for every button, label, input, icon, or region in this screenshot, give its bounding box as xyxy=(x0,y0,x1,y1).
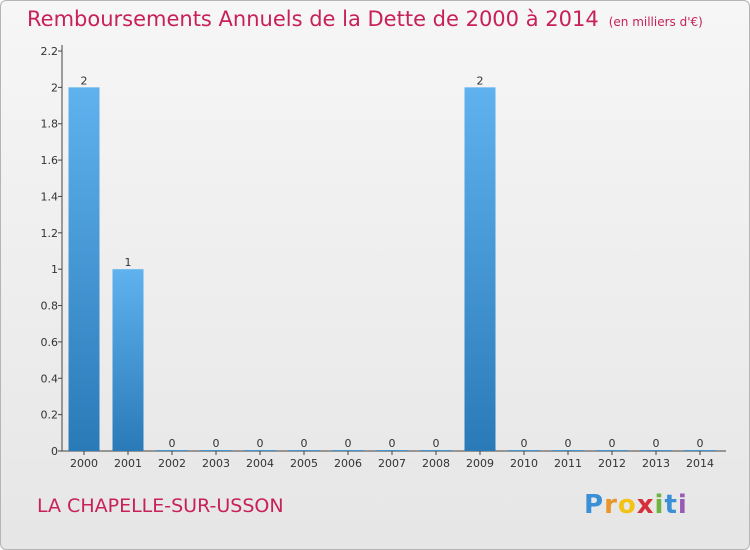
x-tick-label: 2004 xyxy=(246,457,274,470)
logo-letter: P xyxy=(584,490,605,520)
logo-letter: o xyxy=(617,490,637,520)
bar-2006 xyxy=(332,450,364,451)
y-tick-label: 1.4 xyxy=(41,190,59,203)
logo-letter: x xyxy=(636,490,655,520)
x-tick-label: 2012 xyxy=(598,457,626,470)
data-label-2004: 0 xyxy=(257,437,264,450)
data-label-2007: 0 xyxy=(389,437,396,450)
y-tick-label: 0.4 xyxy=(41,372,59,385)
data-label-2003: 0 xyxy=(213,437,220,450)
proxiti-logo: Proxiti xyxy=(584,490,688,520)
data-label-2011: 0 xyxy=(565,437,572,450)
x-tick-label: 2001 xyxy=(114,457,142,470)
y-tick-label: 0.8 xyxy=(41,300,59,313)
bar-2013 xyxy=(640,450,672,451)
data-label-2013: 0 xyxy=(653,437,660,450)
chart-title: Remboursements Annuels de la Dette de 20… xyxy=(27,7,703,31)
y-tick-label: 2 xyxy=(51,81,58,94)
bar-2004 xyxy=(244,450,276,451)
x-tick-label: 2000 xyxy=(70,457,98,470)
x-tick-label: 2008 xyxy=(422,457,450,470)
x-tick-label: 2007 xyxy=(378,457,406,470)
data-label-2009: 2 xyxy=(477,74,484,87)
bar-2002 xyxy=(156,450,188,451)
data-label-2001: 1 xyxy=(125,256,132,269)
bar-2007 xyxy=(376,450,408,451)
commune-name: LA CHAPELLE-SUR-USSON xyxy=(37,495,284,517)
logo-letter: i xyxy=(677,490,688,520)
data-label-2010: 0 xyxy=(521,437,528,450)
x-tick-label: 2011 xyxy=(554,457,582,470)
y-tick-label: 1.6 xyxy=(41,154,59,167)
x-tick-label: 2002 xyxy=(158,457,186,470)
x-tick-label: 2010 xyxy=(510,457,538,470)
y-tick-label: 0.6 xyxy=(41,336,59,349)
chart-subtitle: (en milliers d'€) xyxy=(608,15,703,29)
bar-2011 xyxy=(552,450,584,451)
bar-2005 xyxy=(288,450,320,451)
data-label-2005: 0 xyxy=(301,437,308,450)
y-tick-label: 0.2 xyxy=(41,409,59,422)
x-tick-label: 2003 xyxy=(202,457,230,470)
x-tick-label: 2014 xyxy=(686,457,714,470)
bar-2000 xyxy=(68,87,100,451)
bar-2014 xyxy=(684,450,716,451)
data-label-2002: 0 xyxy=(169,437,176,450)
x-tick-label: 2013 xyxy=(642,457,670,470)
data-label-2006: 0 xyxy=(345,437,352,450)
y-tick-label: 2.2 xyxy=(41,45,59,58)
bar-2003 xyxy=(200,450,232,451)
logo-letter: t xyxy=(664,490,678,520)
y-tick-label: 1.8 xyxy=(41,118,59,131)
y-tick-label: 0 xyxy=(51,445,58,458)
y-tick-label: 1 xyxy=(51,263,58,276)
x-tick-label: 2005 xyxy=(290,457,318,470)
bar-2008 xyxy=(420,450,452,451)
bar-2001 xyxy=(112,269,144,451)
data-label-2000: 2 xyxy=(81,74,88,87)
x-tick-label: 2006 xyxy=(334,457,362,470)
data-label-2008: 0 xyxy=(433,437,440,450)
y-tick-label: 1.2 xyxy=(41,227,59,240)
bar-2012 xyxy=(596,450,628,451)
bar-2010 xyxy=(508,450,540,451)
data-label-2014: 0 xyxy=(697,437,704,450)
logo-letter: i xyxy=(654,490,665,520)
x-tick-label: 2009 xyxy=(466,457,494,470)
bar-2009 xyxy=(464,87,496,451)
logo-letter: r xyxy=(604,490,618,520)
data-label-2012: 0 xyxy=(609,437,616,450)
